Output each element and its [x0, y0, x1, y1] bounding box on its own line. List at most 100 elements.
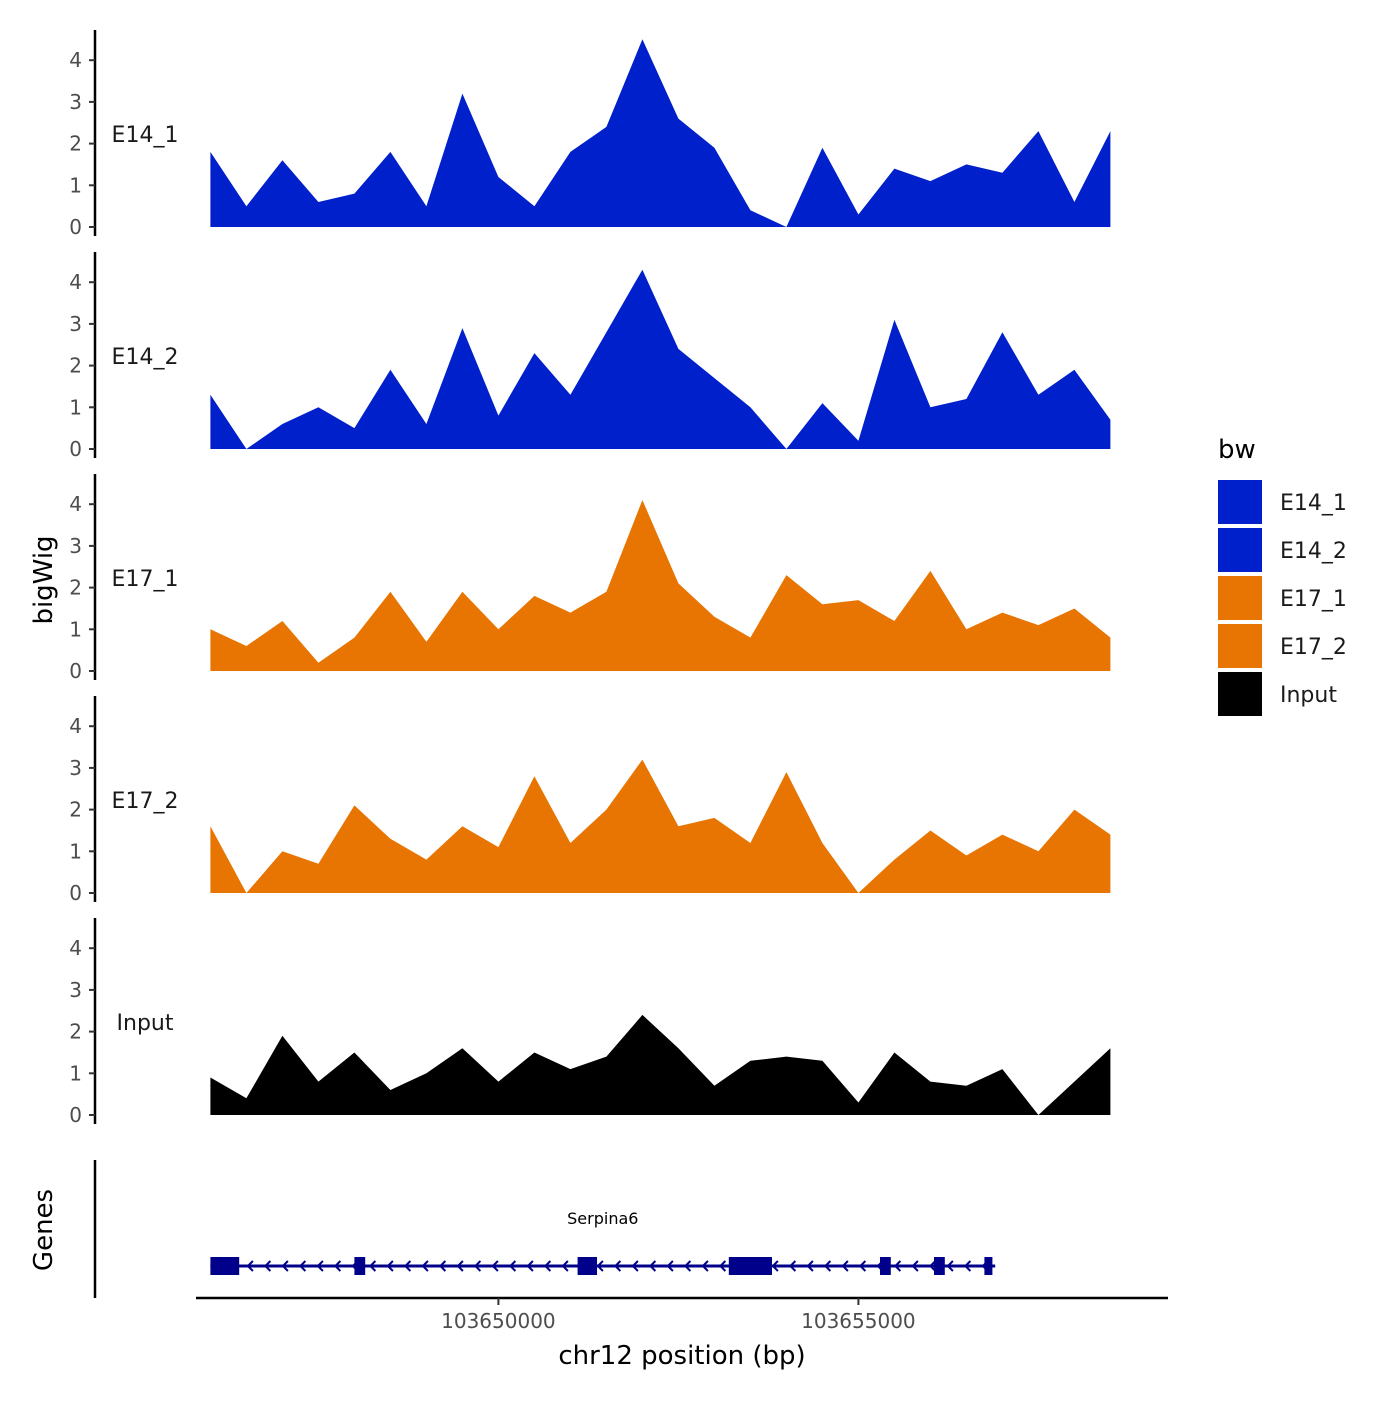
strand-arrow — [508, 1260, 517, 1272]
strand-arrow — [718, 1260, 727, 1272]
strand-arrow — [683, 1260, 692, 1272]
strand-arrow — [403, 1260, 412, 1272]
gene-exon — [880, 1257, 891, 1275]
strand-arrow — [421, 1260, 429, 1272]
strand-arrow — [263, 1260, 272, 1272]
gene-exon — [934, 1257, 945, 1275]
legend-swatch-e17-1 — [1218, 576, 1262, 620]
strand-arrow — [613, 1260, 622, 1272]
strand-arrow — [333, 1260, 342, 1272]
y-tick-label: 3 — [69, 312, 82, 336]
y-tick-label: 3 — [69, 534, 82, 558]
legend: bw E14_1 E14_2 E17_1 E17_2 Input — [1218, 435, 1347, 716]
strand-arrow — [911, 1260, 919, 1272]
gene-exon — [984, 1257, 993, 1275]
strand-arrow — [666, 1260, 674, 1272]
strand-arrow — [596, 1260, 604, 1272]
strand-arrow — [806, 1260, 814, 1272]
y-tick-label: 2 — [69, 798, 82, 822]
legend-label: E17_2 — [1280, 635, 1347, 660]
track-panel-e14-1: 0 1 2 3 4 E14_1 — [69, 30, 1111, 239]
y-axis-title: bigWig — [29, 535, 59, 624]
strand-arrow — [823, 1260, 832, 1272]
track-panel-e17-2: 0 1 2 3 4 E17_2 — [69, 696, 1111, 905]
strand-arrow — [561, 1260, 569, 1272]
legend-label: E17_1 — [1280, 587, 1347, 612]
legend-label: E14_2 — [1280, 539, 1347, 564]
strand-arrow — [946, 1260, 954, 1272]
x-axis: 103650000 103655000 — [196, 1296, 1168, 1333]
y-tick-label: 4 — [69, 492, 82, 516]
y-tick-label: 0 — [69, 1103, 82, 1127]
genes-axis-title: Genes — [29, 1189, 59, 1271]
y-tick-label: 4 — [69, 714, 82, 738]
strand-arrow — [438, 1260, 447, 1272]
y-tick-label: 3 — [69, 978, 82, 1002]
strand-arrow — [841, 1260, 849, 1272]
legend-swatch-e14-1 — [1218, 480, 1262, 524]
x-axis-title: chr12 position (bp) — [558, 1341, 805, 1371]
signal-area-e14-2 — [210, 269, 1111, 449]
legend-title: bw — [1218, 435, 1256, 465]
strand-arrow — [893, 1260, 902, 1272]
gene-label: Serpina6 — [567, 1209, 638, 1228]
y-tick-label: 1 — [69, 173, 82, 197]
track-label: E14_2 — [112, 345, 179, 370]
strand-arrow — [491, 1260, 499, 1272]
legend-label: Input — [1280, 683, 1337, 708]
y-tick-label: 1 — [69, 1061, 82, 1085]
signal-area-e17-2 — [210, 759, 1111, 893]
y-tick-label: 2 — [69, 1020, 82, 1044]
legend-swatch-e17-2 — [1218, 624, 1262, 668]
y-tick-label: 0 — [69, 215, 82, 239]
legend-swatch-input — [1218, 672, 1262, 716]
track-panel-e14-2: 0 1 2 3 4 E14_2 — [69, 252, 1111, 461]
gene-exon — [354, 1257, 366, 1275]
strand-arrow — [246, 1260, 254, 1272]
gene-serpina6: Serpina6 — [210, 1209, 996, 1275]
gene-exon — [577, 1257, 598, 1275]
y-tick-label: 2 — [69, 354, 82, 378]
gene-exon — [728, 1257, 772, 1275]
y-tick-label: 4 — [69, 936, 82, 960]
y-tick-label: 2 — [69, 132, 82, 156]
signal-area-e14-1 — [210, 39, 1111, 227]
y-tick-label: 1 — [69, 839, 82, 863]
strand-arrow — [701, 1260, 709, 1272]
track-panel-input: 0 1 2 3 4 Input — [69, 918, 1111, 1127]
strand-arrow — [858, 1260, 867, 1272]
track-label: E17_2 — [112, 789, 179, 814]
strand-arrow — [788, 1260, 797, 1272]
gene-exon — [210, 1257, 240, 1275]
strand-arrow — [648, 1260, 657, 1272]
x-tick-label: 103650000 — [441, 1309, 556, 1333]
y-tick-label: 0 — [69, 659, 82, 683]
gene-track: Serpina6 — [93, 1160, 996, 1298]
y-tick-label: 3 — [69, 90, 82, 114]
signal-area-e17-1 — [210, 500, 1111, 671]
y-tick-label: 3 — [69, 756, 82, 780]
strand-arrow — [386, 1260, 394, 1272]
track-label: E14_1 — [112, 123, 179, 148]
track-panel-e17-1: 0 1 2 3 4 E17_1 — [69, 474, 1111, 683]
y-tick-label: 1 — [69, 617, 82, 641]
strand-arrow — [928, 1260, 937, 1272]
y-tick-label: 4 — [69, 270, 82, 294]
y-tick-label: 0 — [69, 881, 82, 905]
legend-label: E14_1 — [1280, 491, 1347, 516]
strand-arrow — [368, 1260, 377, 1272]
x-tick-label: 103655000 — [801, 1309, 916, 1333]
y-tick-label: 4 — [69, 48, 82, 72]
strand-arrow — [526, 1260, 534, 1272]
legend-swatch-e14-2 — [1218, 528, 1262, 572]
strand-arrow — [281, 1260, 289, 1272]
y-tick-label: 1 — [69, 395, 82, 419]
track-panels: 0 1 2 3 4 E14_1 0 1 2 3 4 E14_2 0 1 2 3 4 E17_1 0 1 2 3 4 E17_2… — [69, 30, 1111, 1127]
strand-arrow — [543, 1260, 552, 1272]
strand-arrow — [631, 1260, 639, 1272]
track-label: E17_1 — [112, 567, 179, 592]
strand-arrow — [298, 1260, 307, 1272]
strand-arrow — [456, 1260, 464, 1272]
